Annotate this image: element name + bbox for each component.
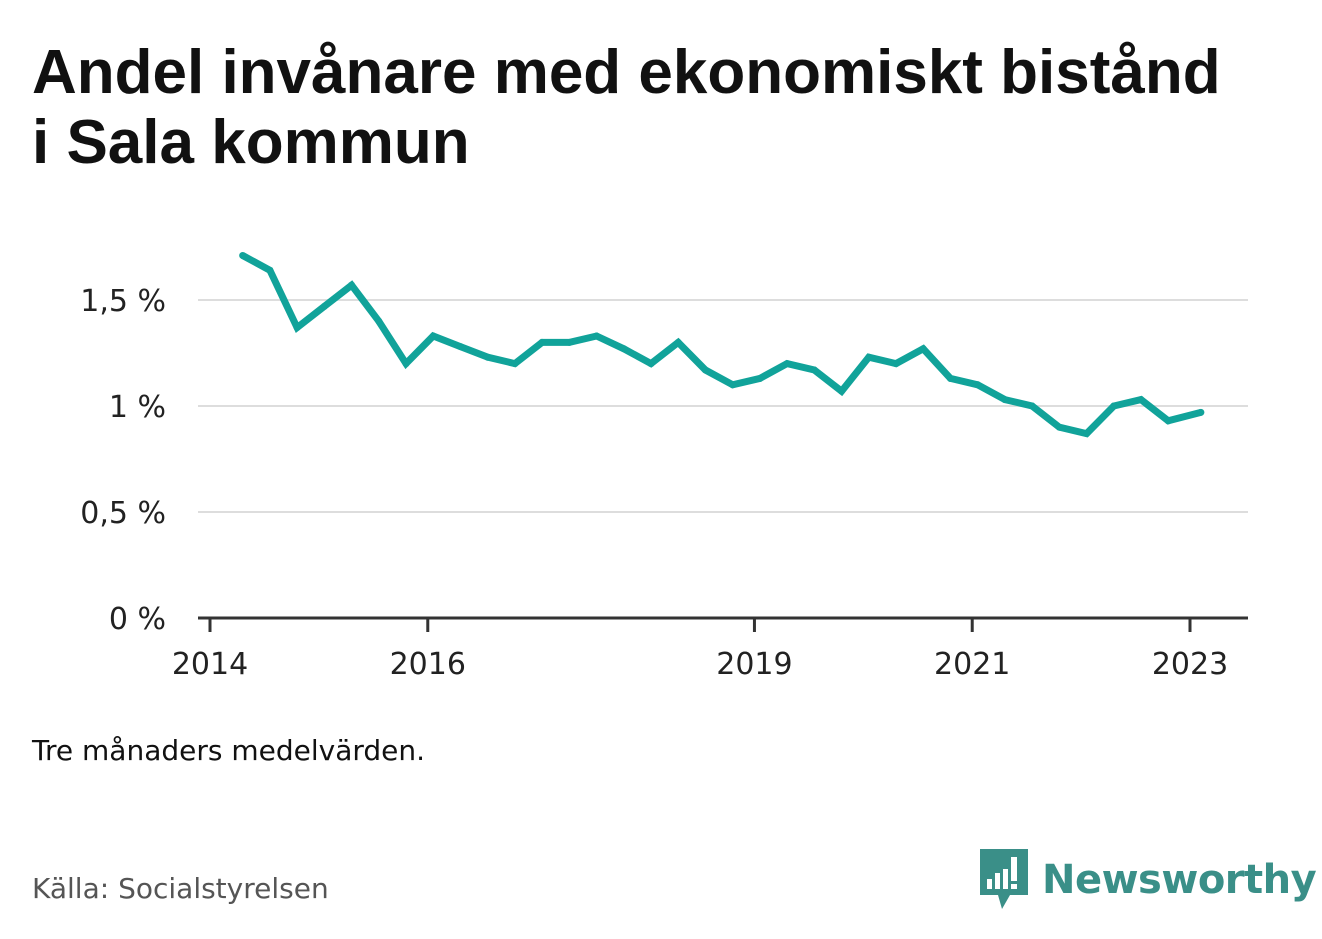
data-point [701, 366, 709, 374]
data-point [620, 345, 628, 353]
data-point [484, 353, 492, 361]
y-tick-label: 1,5 % [80, 284, 166, 319]
data-point [946, 374, 954, 382]
data-point [402, 360, 410, 368]
y-tick-label: 0 % [109, 602, 166, 637]
data-point [1197, 408, 1205, 416]
data-point [456, 343, 464, 351]
data-point [1164, 417, 1172, 425]
chart-note: Tre månaders medelvärden. [32, 734, 426, 767]
data-point [1137, 396, 1145, 404]
data-point [919, 345, 927, 353]
data-point [1083, 430, 1091, 438]
gridlines [198, 299, 1248, 513]
x-axis: 2014 2016 2019 2021 2023 [172, 616, 1248, 682]
data-point [511, 360, 519, 368]
y-tick-label: 0,5 % [80, 496, 166, 531]
x-tick-label: 2019 [716, 647, 792, 682]
x-tick-label: 2016 [390, 647, 466, 682]
data-point [429, 332, 437, 340]
brand-name: Newsworthy [1042, 857, 1317, 903]
data-point [593, 332, 601, 340]
data-point [538, 338, 546, 346]
series-line-path [241, 252, 1202, 438]
data-point [892, 360, 900, 368]
data-point [320, 302, 328, 310]
brand-logo: Newsworthy [980, 848, 1317, 912]
data-point [810, 366, 818, 374]
data-point [974, 381, 982, 389]
series-line [239, 251, 1205, 438]
data-point [375, 317, 383, 325]
data-point [348, 281, 356, 289]
data-point [239, 251, 247, 259]
data-point [756, 374, 764, 382]
data-point [838, 387, 846, 395]
data-point [865, 353, 873, 361]
x-tick-label: 2023 [1152, 647, 1228, 682]
data-point [266, 266, 274, 274]
data-point [293, 324, 301, 332]
data-point [1110, 402, 1118, 410]
data-point [783, 360, 791, 368]
x-tick-label: 2021 [934, 647, 1010, 682]
data-point [1055, 423, 1063, 431]
y-tick-label: 1 % [109, 390, 166, 425]
data-point [565, 338, 573, 346]
data-point [647, 360, 655, 368]
data-point [729, 381, 737, 389]
y-tick-labels: 0 % 0,5 % 1 % 1,5 % [80, 284, 166, 637]
source-text: Källa: Socialstyrelsen [32, 872, 329, 905]
data-point [1001, 396, 1009, 404]
chart-title: Andel invånare med ekonomiskt bistånd i … [32, 38, 1221, 177]
newsworthy-logo-icon [980, 849, 1028, 909]
data-point [674, 338, 682, 346]
data-point [1028, 402, 1036, 410]
x-tick-label: 2014 [172, 647, 248, 682]
